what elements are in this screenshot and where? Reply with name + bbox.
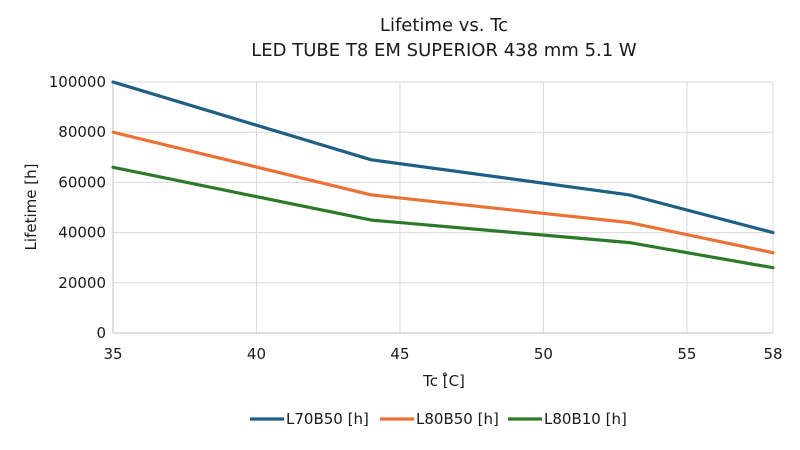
x-tick-labels: 35 40 45 50 55 58 bbox=[103, 345, 782, 363]
x-tick-label: 45 bbox=[390, 345, 409, 363]
y-tick-label: 60000 bbox=[58, 173, 106, 191]
grid-lines bbox=[112, 81, 774, 334]
x-tick-label: 58 bbox=[763, 345, 782, 363]
x-tick-label: 35 bbox=[103, 345, 122, 363]
x-tick-label: 50 bbox=[534, 345, 553, 363]
series-lines bbox=[111, 80, 775, 270]
y-tick-label: 20000 bbox=[58, 274, 106, 292]
legend-item-2: L80B50 [h] bbox=[380, 410, 499, 428]
y-tick-labels: 0 20000 40000 60000 80000 100000 bbox=[49, 73, 106, 342]
series-line-1 bbox=[111, 80, 775, 235]
chart-title: Lifetime vs. Tc bbox=[380, 15, 508, 36]
y-tick-label: 40000 bbox=[58, 224, 106, 242]
y-tick-label: 100000 bbox=[49, 73, 106, 91]
legend-label: L70B50 [h] bbox=[286, 410, 369, 428]
legend: L70B50 [h] L80B50 [h] L80B10 [h] bbox=[250, 410, 627, 428]
chart-subtitle: LED TUBE T8 EM SUPERIOR 438 mm 5.1 W bbox=[251, 40, 637, 61]
legend-label: L80B50 [h] bbox=[416, 410, 499, 428]
legend-item-3: L80B10 [h] bbox=[508, 410, 627, 428]
y-tick-label: 0 bbox=[96, 324, 106, 342]
legend-item-1: L70B50 [h] bbox=[250, 410, 369, 428]
series-line-3 bbox=[111, 165, 775, 270]
x-tick-label: 55 bbox=[677, 345, 696, 363]
legend-label: L80B10 [h] bbox=[544, 410, 627, 428]
axes bbox=[112, 82, 773, 334]
x-tick-label: 40 bbox=[247, 345, 266, 363]
y-axis-label: Lifetime [h] bbox=[22, 164, 40, 251]
x-axis-label: Tc [̊C] bbox=[422, 372, 465, 390]
y-tick-label: 80000 bbox=[58, 123, 106, 141]
series-line-2 bbox=[111, 130, 775, 255]
